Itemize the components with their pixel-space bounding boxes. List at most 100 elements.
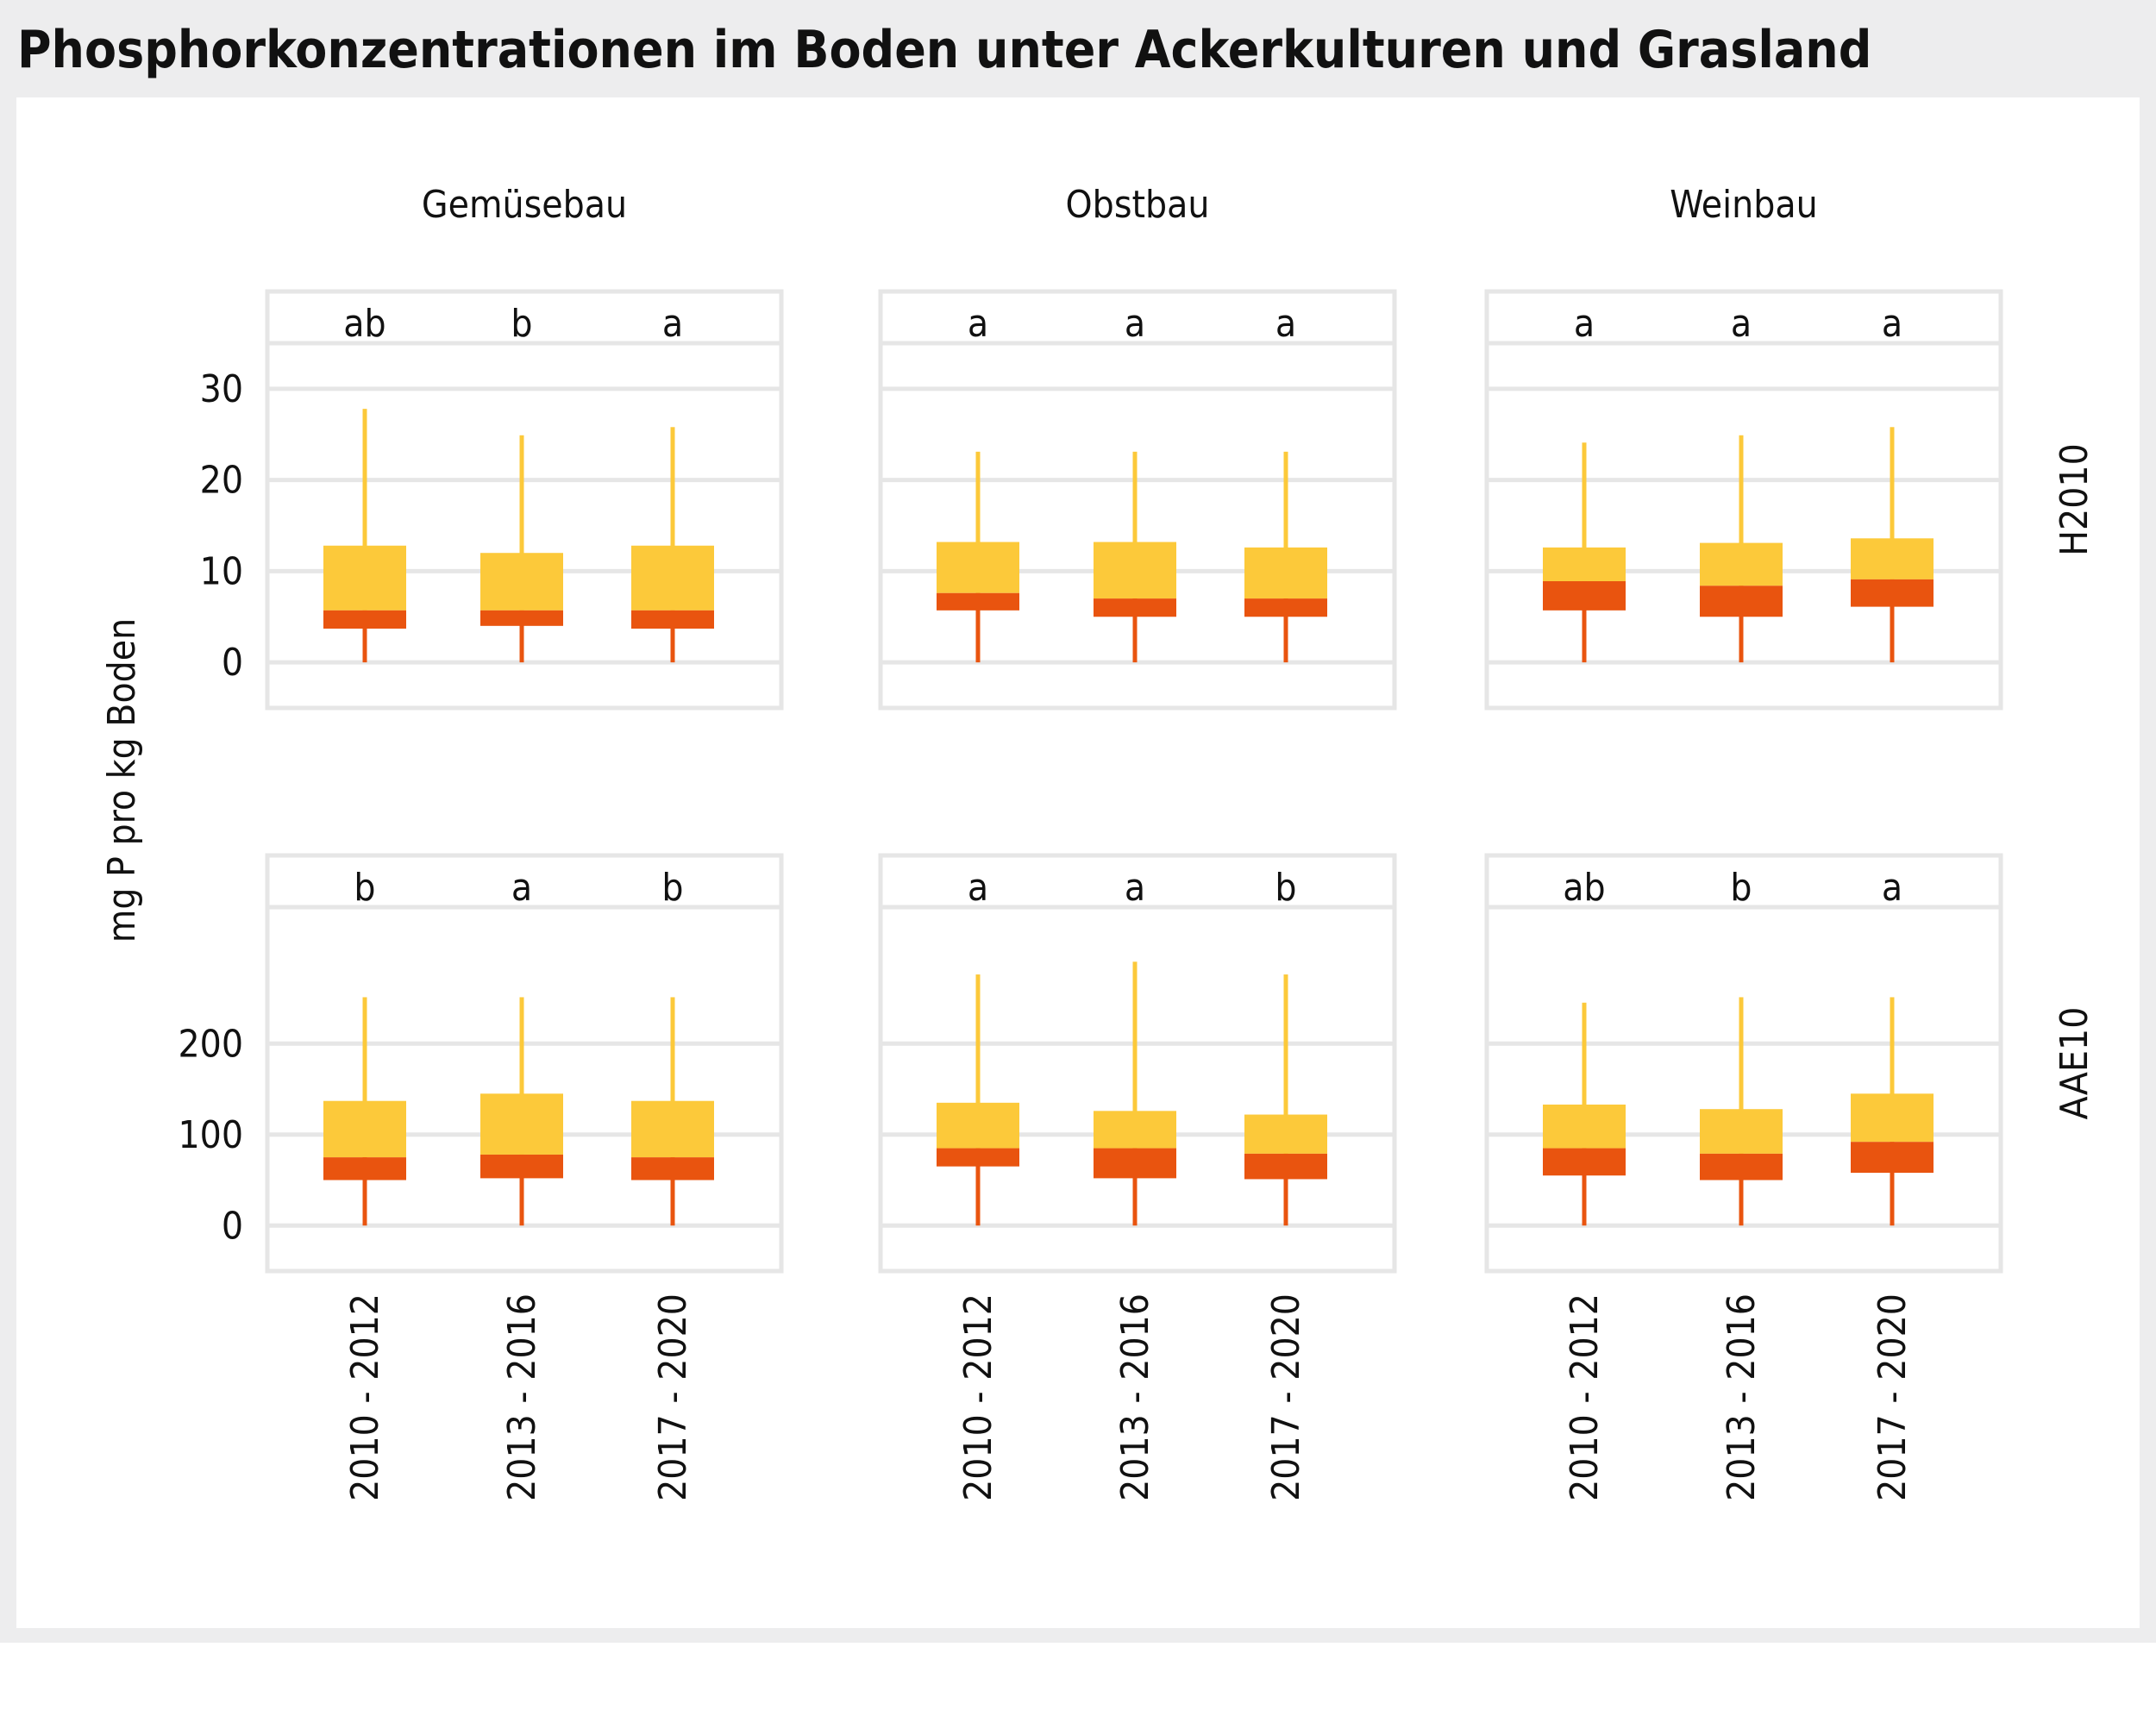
- upper-whisker-0-1-1: [1132, 451, 1138, 599]
- upper-box-1-2-2: [1851, 1093, 1934, 1143]
- lower-box-1-2-0: [1543, 1148, 1626, 1176]
- y-tick-label-1-2: 200: [178, 1022, 243, 1066]
- significance-letter-0-2-0: a: [1574, 302, 1595, 346]
- header-band: [0, 0, 2156, 97]
- lower-whisker-0-0-0: [362, 610, 367, 663]
- significance-letter-0-0-2: a: [662, 302, 683, 346]
- lower-box-0-1-1: [1094, 598, 1176, 617]
- lower-whisker-1-2-1: [1739, 1153, 1744, 1226]
- upper-whisker-1-0-0: [362, 997, 367, 1158]
- x-tick-label-2-1: 2013 - 2016: [1720, 1293, 1764, 1501]
- lower-box-1-1-1: [1094, 1148, 1176, 1179]
- lower-box-0-1-2: [1244, 598, 1327, 617]
- upper-whisker-1-2-1: [1739, 997, 1744, 1154]
- lower-whisker-0-2-1: [1739, 586, 1744, 663]
- lower-whisker-0-1-0: [975, 592, 981, 663]
- lower-whisker-1-2-2: [1890, 1142, 1895, 1226]
- y-tick-label-0-1: 10: [200, 549, 243, 593]
- significance-letter-1-1-2: b: [1275, 866, 1296, 910]
- frame-right: [2140, 97, 2156, 1641]
- x-tick-label-0-2: 2017 - 2020: [651, 1293, 695, 1501]
- upper-box-0-0-1: [480, 553, 563, 611]
- significance-letter-0-2-1: a: [1731, 302, 1752, 346]
- upper-whisker-0-0-2: [670, 427, 675, 611]
- x-tick-label-1-2: 2017 - 2020: [1264, 1293, 1308, 1501]
- lower-box-0-2-1: [1700, 586, 1783, 617]
- y-tick-label-0-0: 0: [222, 641, 243, 685]
- y-axis-label: mg P pro kg Boden: [100, 618, 144, 943]
- upper-box-0-1-1: [1094, 542, 1176, 599]
- x-tick-label-0-1: 2013 - 2016: [500, 1293, 544, 1501]
- y-tick-label-0-3: 30: [200, 367, 243, 411]
- lower-box-1-2-1: [1700, 1153, 1783, 1181]
- upper-whisker-1-1-0: [975, 974, 981, 1149]
- upper-whisker-1-2-2: [1890, 997, 1895, 1143]
- lower-whisker-0-2-2: [1890, 579, 1895, 663]
- lower-whisker-1-0-2: [670, 1157, 675, 1226]
- upper-whisker-0-1-2: [1283, 451, 1288, 599]
- upper-whisker-0-0-0: [362, 409, 367, 611]
- upper-whisker-1-1-2: [1283, 974, 1288, 1154]
- panel-frame-1-0: [265, 853, 784, 1274]
- upper-box-1-0-2: [631, 1100, 714, 1158]
- x-tick-label-2-2: 2017 - 2020: [1871, 1293, 1915, 1501]
- upper-whisker-1-0-2: [670, 997, 675, 1158]
- frame-left: [0, 97, 16, 1641]
- upper-box-1-2-0: [1543, 1104, 1626, 1149]
- upper-box-0-0-0: [323, 545, 406, 611]
- significance-letter-1-0-2: b: [661, 866, 683, 910]
- lower-box-1-0-0: [323, 1157, 406, 1181]
- x-tick-label-1-1: 2013 - 2016: [1113, 1293, 1157, 1501]
- lower-whisker-1-1-2: [1283, 1153, 1288, 1226]
- significance-letter-0-1-1: a: [1125, 302, 1145, 346]
- significance-letter-1-2-1: b: [1730, 866, 1752, 910]
- lower-box-0-2-2: [1851, 579, 1934, 607]
- lower-whisker-0-1-1: [1132, 598, 1138, 663]
- significance-letter-1-0-0: b: [354, 866, 375, 910]
- upper-box-1-0-0: [323, 1100, 406, 1158]
- lower-whisker-1-1-0: [975, 1148, 981, 1226]
- lower-whisker-0-0-2: [670, 610, 675, 663]
- upper-whisker-1-1-1: [1132, 961, 1138, 1149]
- lower-whisker-1-0-0: [362, 1157, 367, 1226]
- lower-whisker-1-0-1: [519, 1154, 524, 1226]
- x-tick-label-0-0: 2010 - 2012: [343, 1293, 387, 1501]
- lower-whisker-1-1-1: [1132, 1148, 1138, 1226]
- upper-box-0-0-2: [631, 545, 714, 611]
- lower-whisker-0-1-2: [1283, 598, 1288, 663]
- upper-box-1-1-0: [937, 1102, 1019, 1149]
- significance-letter-1-1-0: a: [968, 866, 988, 910]
- lower-box-1-2-2: [1851, 1142, 1934, 1174]
- column-header-1: Obstbau: [1066, 183, 1210, 227]
- lower-box-0-0-1: [480, 610, 563, 626]
- upper-box-0-2-0: [1543, 547, 1626, 582]
- significance-letter-1-1-1: a: [1125, 866, 1145, 910]
- y-tick-label-1-1: 100: [178, 1113, 243, 1157]
- upper-whisker-0-2-0: [1582, 442, 1587, 582]
- upper-box-1-2-1: [1700, 1109, 1783, 1154]
- lower-box-0-0-2: [631, 610, 714, 629]
- significance-letter-0-2-2: a: [1882, 302, 1902, 346]
- upper-whisker-0-2-2: [1890, 427, 1895, 579]
- panel-frame-0-1: [878, 289, 1397, 711]
- upper-box-0-2-2: [1851, 538, 1934, 579]
- lower-whisker-0-2-0: [1582, 581, 1587, 663]
- upper-whisker-1-2-0: [1582, 1002, 1587, 1149]
- lower-box-1-0-2: [631, 1157, 714, 1181]
- significance-letter-0-0-1: b: [511, 302, 532, 346]
- significance-letter-0-1-2: a: [1275, 302, 1296, 346]
- lower-box-1-1-0: [937, 1148, 1019, 1167]
- lower-box-1-0-1: [480, 1154, 563, 1179]
- significance-letter-0-0-0: ab: [343, 302, 385, 346]
- significance-letter-1-2-0: ab: [1563, 866, 1605, 910]
- lower-box-0-0-0: [323, 610, 406, 629]
- panel-frame-1-1: [878, 853, 1397, 1274]
- column-header-2: Weinbau: [1670, 183, 1818, 227]
- panel-frame-1-2: [1484, 853, 2003, 1274]
- upper-whisker-1-0-1: [519, 997, 524, 1155]
- y-tick-label-0-2: 20: [200, 459, 243, 503]
- upper-whisker-0-0-1: [519, 435, 524, 611]
- row-label-1: AAE10: [2053, 1007, 2096, 1120]
- lower-box-0-2-0: [1543, 581, 1626, 611]
- significance-letter-1-2-2: a: [1882, 866, 1902, 910]
